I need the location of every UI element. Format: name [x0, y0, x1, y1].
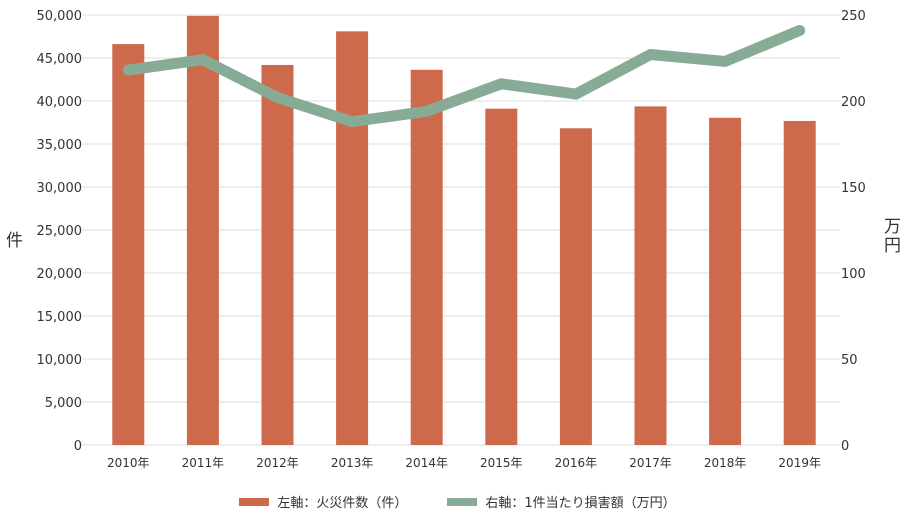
bar[interactable] — [261, 64, 294, 445]
bar[interactable] — [485, 108, 518, 446]
x-axis-tick: 2015年 — [480, 456, 523, 470]
x-axis-tick: 2013年 — [331, 456, 374, 470]
left-axis-tick: 15,000 — [37, 310, 83, 325]
x-axis-tick: 2012年 — [256, 456, 299, 470]
left-axis-tick: 10,000 — [37, 353, 83, 368]
right-axis-tick: 50 — [841, 353, 858, 368]
bar[interactable] — [634, 106, 667, 445]
legend: 左軸：火災件数（件） 右軸：1件当たり損害額（万円） — [0, 492, 915, 511]
x-axis-tick: 2014年 — [405, 456, 448, 470]
left-axis-tick: 5,000 — [45, 396, 82, 411]
left-axis-title: 件 — [6, 231, 23, 251]
right-axis-tick: 0 — [841, 439, 849, 454]
x-axis-tick: 2017年 — [629, 456, 672, 470]
x-axis-tick: 2019年 — [778, 456, 821, 470]
bar[interactable] — [112, 44, 145, 446]
chart-canvas: 0 5,000 10,000 15,000 20,000 25,000 30,000 35,0… — [37, 9, 866, 470]
left-axis-tick: 45,000 — [37, 52, 83, 67]
x-axis-tick: 2016年 — [555, 456, 598, 470]
legend-item-fire-count[interactable]: 左軸：火災件数（件） — [239, 492, 407, 511]
right-axis-tick: 200 — [841, 95, 866, 110]
left-axis-tick: 40,000 — [37, 95, 83, 110]
x-axis-tick: 2018年 — [704, 456, 747, 470]
right-axis-title-line1: 万 — [884, 217, 901, 237]
right-axis-tick: 150 — [841, 181, 866, 196]
line-swatch-icon — [447, 497, 478, 506]
left-axis-tick: 50,000 — [37, 9, 83, 24]
bar[interactable] — [186, 15, 219, 446]
left-axis-tick: 20,000 — [37, 267, 83, 282]
left-axis-tick: 25,000 — [37, 224, 83, 239]
legend-label: 左軸：火災件数（件） — [277, 496, 408, 511]
legend-item-damage-per-fire[interactable]: 右軸：1件当たり損害額（万円） — [447, 492, 676, 511]
x-axis-tick: 2011年 — [182, 456, 225, 470]
left-axis-tick: 30,000 — [37, 181, 83, 196]
line-series[interactable] — [122, 24, 806, 128]
bar[interactable] — [709, 117, 742, 446]
right-axis-title-line2: 円 — [884, 236, 901, 256]
left-axis-tick: 0 — [74, 439, 82, 454]
legend-label: 右軸：1件当たり損害額（万円） — [485, 496, 676, 511]
right-axis-title: 万 円 — [884, 218, 901, 256]
bar[interactable] — [410, 69, 443, 446]
right-axis-tick: 100 — [841, 267, 866, 282]
right-axis-tick: 250 — [841, 9, 866, 24]
bar[interactable] — [783, 120, 816, 446]
x-axis-tick: 2010年 — [107, 456, 150, 470]
bar[interactable] — [559, 128, 592, 445]
bar-swatch-icon — [239, 497, 270, 506]
left-axis-tick: 35,000 — [37, 138, 83, 153]
bar[interactable] — [336, 31, 369, 446]
